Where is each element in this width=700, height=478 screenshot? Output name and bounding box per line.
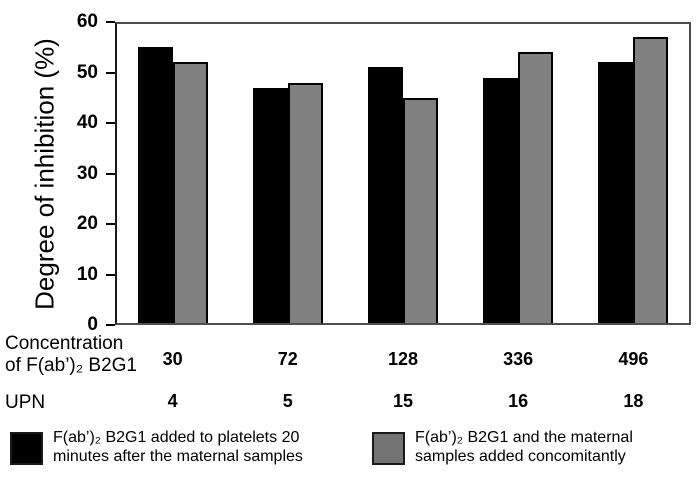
y-tick-mark (106, 223, 115, 225)
y-tick-mark (106, 71, 115, 74)
y-tick-mark (106, 122, 115, 124)
bar-series1-group1 (137, 47, 173, 325)
x-row-label-upn: UPN (5, 392, 46, 413)
y-tick-label: 20 (76, 213, 98, 234)
legend-label-gray-series: F(ab’)₂ B2G1 and the maternal samples ad… (415, 428, 633, 466)
x-value-row2-group1: 4 (167, 391, 178, 411)
x-row-label-concentration-line1: Concentration (5, 333, 124, 354)
x-value-row1-group4: 336 (503, 349, 534, 369)
y-tick-mark (106, 172, 115, 175)
x-value-row1-group3: 128 (387, 349, 419, 369)
y-tick-label: 30 (76, 162, 98, 184)
bar-series1-group5 (598, 62, 634, 325)
x-value-row1-group1: 30 (162, 349, 183, 369)
x-value-row2-group4: 16 (508, 391, 529, 411)
x-value-row1-group2: 72 (277, 349, 298, 369)
y-tick-label: 50 (76, 61, 98, 83)
bar-series2-group3 (403, 97, 438, 325)
legend-swatch-black-square-icon (10, 432, 43, 465)
legend-label-black-line2: minutes after the maternal samples (53, 448, 303, 465)
legend-swatch-gray-square-icon (372, 432, 405, 465)
bar-series2-group1 (172, 62, 208, 325)
x-value-row1-group5: 496 (618, 349, 649, 369)
y-tick-mark (106, 273, 115, 276)
y-tick-label: 10 (76, 263, 98, 285)
legend-label-black-series: F(ab’)₂ B2G1 added to platelets 20 minut… (53, 428, 303, 466)
x-value-row2-group2: 5 (282, 391, 293, 411)
x-row-label-concentration: Concentration of F(ab’)₂ B2G1 (5, 333, 137, 377)
legend-item-gray-series: F(ab’)₂ B2G1 and the maternal samples ad… (372, 428, 633, 466)
x-value-row2-group5: 18 (623, 391, 644, 411)
bar-series2-group2 (287, 82, 323, 325)
bar-series2-group5 (633, 37, 669, 325)
legend-label-gray-line1: F(ab’)₂ B2G1 and the maternal (415, 429, 633, 446)
bar-series2-group4 (518, 52, 554, 325)
bar-series1-group2 (252, 87, 288, 325)
y-tick-label: 0 (87, 314, 98, 335)
legend-item-black-series: F(ab’)₂ B2G1 added to platelets 20 minut… (10, 428, 303, 466)
y-tick-mark (106, 21, 115, 23)
x-value-row2-group3: 15 (392, 391, 414, 411)
x-row-label-concentration-line2: of F(ab’)₂ B2G1 (5, 355, 137, 376)
bar-series1-group3 (368, 67, 403, 325)
legend-label-gray-line2: samples added concomitantly (415, 448, 626, 465)
legend-label-black-line1: F(ab’)₂ B2G1 added to platelets 20 (53, 429, 300, 446)
y-tick-mark (106, 324, 115, 326)
bar-series1-group4 (483, 77, 519, 325)
y-tick-label: 60 (76, 11, 98, 32)
y-tick-label: 40 (76, 112, 98, 133)
